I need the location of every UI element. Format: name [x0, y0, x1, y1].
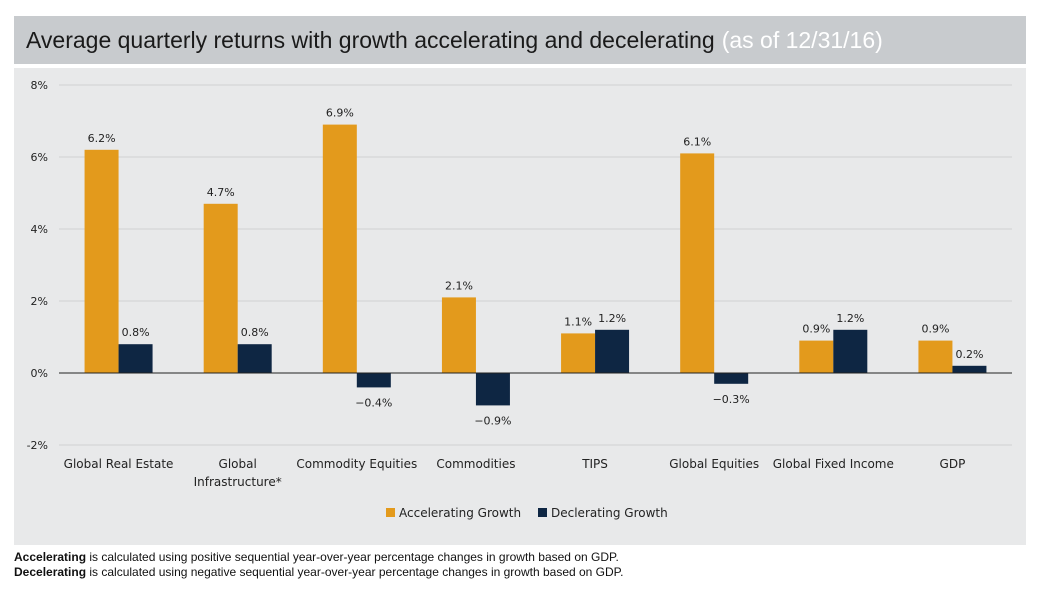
y-tick-label: 6%	[31, 151, 48, 164]
chart-subtitle: (as of 12/31/16)	[721, 26, 883, 53]
data-label: 0.8%	[122, 326, 150, 339]
bar-decelerating	[475, 373, 510, 406]
data-label: 4.7%	[207, 186, 235, 199]
footnote-text: is calculated using negative sequential …	[86, 565, 624, 579]
legend-label: Declerating Growth	[551, 506, 668, 520]
x-category-label: Infrastructure*	[194, 475, 282, 489]
data-label: 6.1%	[683, 135, 711, 148]
chart-panel: -2% 0% 2% 4% 6% 8% 6.2% 0.8% Global Real Estate 4…	[14, 68, 1026, 545]
bar-decelerating	[356, 373, 391, 388]
bar-accelerating	[322, 124, 357, 373]
bar-accelerating	[799, 340, 834, 373]
footnote-term: Accelerating	[14, 550, 87, 564]
data-label: 0.9%	[802, 323, 830, 336]
data-label: −0.3%	[713, 393, 750, 406]
data-label: 6.9%	[326, 107, 354, 120]
data-label: −0.4%	[355, 396, 392, 409]
footnote-text: is calculated using positive sequential …	[86, 550, 619, 564]
bar-accelerating	[84, 149, 119, 373]
data-label: 0.9%	[921, 323, 949, 336]
legend-swatch	[386, 508, 395, 517]
bar-chart: -2% 0% 2% 4% 6% 8% 6.2% 0.8% Global Real Estate 4…	[27, 79, 1012, 520]
chart-title-bar: Average quarterly returns with growth ac…	[14, 16, 1026, 64]
x-category-label: Commodities	[436, 457, 515, 471]
data-label: 0.2%	[955, 348, 983, 361]
bar-accelerating	[203, 203, 238, 373]
data-label: 2.1%	[445, 279, 473, 292]
x-category-label: GDP	[940, 457, 966, 471]
footnote-decelerating: Decelerating is calculated using negativ…	[14, 565, 1026, 580]
x-category-label: Global Equities	[669, 457, 759, 471]
bar-accelerating	[441, 297, 476, 373]
bar-accelerating	[918, 340, 953, 373]
data-label: 0.8%	[241, 326, 269, 339]
footnotes: Accelerating is calculated using positiv…	[14, 550, 1026, 580]
data-label: 6.2%	[88, 132, 116, 145]
x-category-label: Global Real Estate	[64, 457, 174, 471]
y-tick-label: 8%	[31, 79, 48, 92]
data-label: 1.2%	[836, 312, 864, 325]
footnote-term: Decelerating	[14, 565, 87, 579]
chart-title: Average quarterly returns with growth ac…	[26, 26, 715, 53]
legend-swatch	[538, 508, 547, 517]
bar-decelerating	[118, 344, 153, 373]
footnote-accelerating: Accelerating is calculated using positiv…	[14, 550, 1026, 565]
data-label: −0.9%	[474, 414, 511, 427]
x-category-label: Global Fixed Income	[773, 457, 894, 471]
data-label: 1.1%	[564, 315, 592, 328]
bar-decelerating	[714, 373, 749, 384]
y-tick-label: 2%	[31, 295, 48, 308]
legend-label: Accelerating Growth	[399, 506, 521, 520]
x-category-label: Global	[219, 457, 257, 471]
y-tick-label: 4%	[31, 223, 48, 236]
bar-decelerating	[595, 329, 630, 373]
bar-accelerating	[680, 153, 715, 373]
bar-decelerating	[237, 344, 272, 373]
x-category-label: Commodity Equities	[296, 457, 417, 471]
y-tick-label: -2%	[27, 439, 48, 452]
data-label: 1.2%	[598, 312, 626, 325]
x-category-label: TIPS	[581, 457, 608, 471]
bar-decelerating	[833, 329, 868, 373]
bar-decelerating	[952, 365, 987, 373]
y-tick-label: 0%	[31, 367, 48, 380]
bar-accelerating	[561, 333, 596, 373]
